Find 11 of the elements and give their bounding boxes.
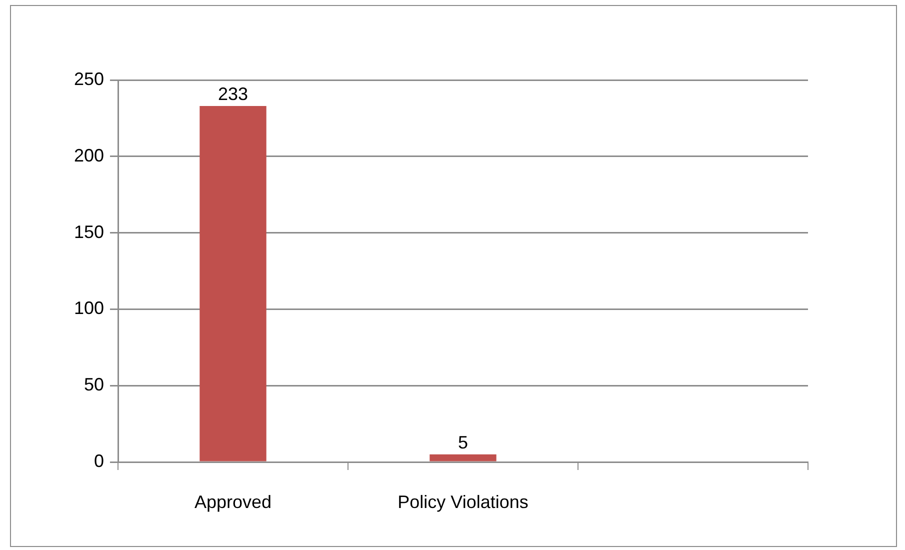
data-label: 5 [458, 432, 468, 452]
chart-frame: Approved Policy Violations 0 50 100 150 200 250 233 5 [10, 5, 897, 547]
y-tick-label: 150 [74, 222, 104, 242]
y-tick-label: 0 [94, 450, 104, 471]
y-tick-label: 100 [74, 298, 104, 318]
data-label: 233 [218, 84, 248, 104]
y-tick-label: 50 [84, 374, 104, 395]
x-tick-label: Policy Violations [398, 492, 528, 512]
y-tick-label: 250 [74, 68, 104, 89]
x-tick-label: Approved [194, 492, 272, 512]
y-tick-label: 200 [74, 145, 104, 166]
